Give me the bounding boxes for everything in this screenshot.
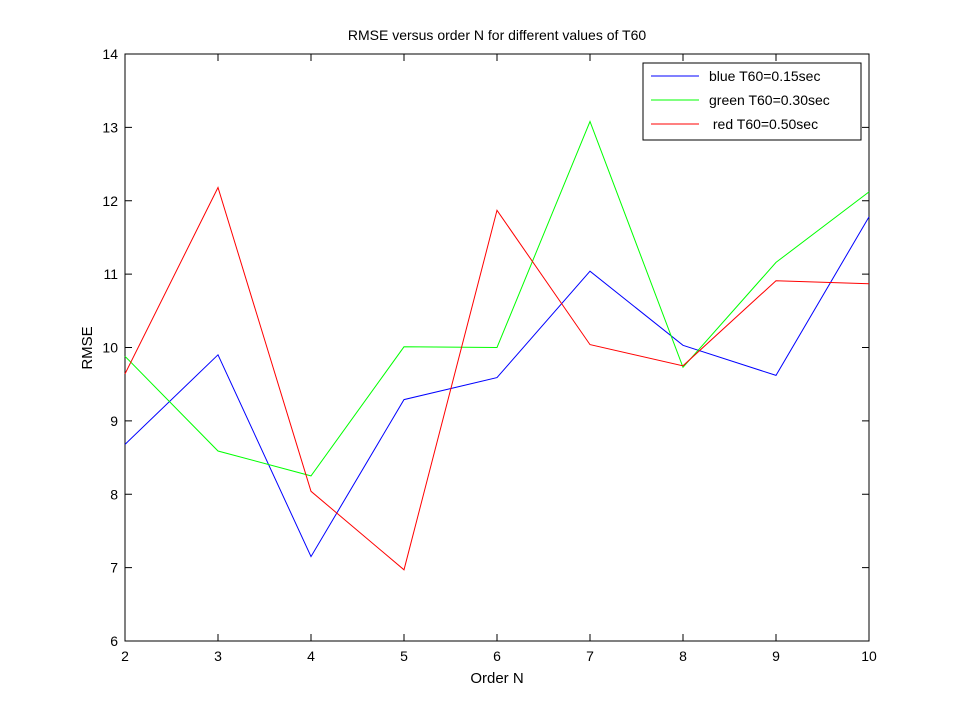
x-tick-label: 2	[121, 648, 129, 664]
x-tick-label: 10	[861, 648, 877, 664]
legend-entry-label: blue T60=0.15sec	[709, 68, 820, 84]
x-tick-label: 7	[586, 648, 594, 664]
x-tick-label: 8	[679, 648, 687, 664]
axis-ticks: 2 3 4 5 6 7 8 9 10 6 7 8 9 10 11 12 13 14	[102, 46, 877, 664]
series-line	[124, 120, 870, 477]
y-tick-label: 11	[103, 266, 118, 282]
y-tick-label: 12	[102, 193, 118, 209]
x-axis-label: Order N	[470, 670, 523, 687]
y-axis-label: RMSE	[79, 326, 96, 369]
legend-entry-label: red T60=0.50sec	[709, 116, 818, 132]
x-tick-label: 6	[493, 648, 501, 664]
x-tick-label: 5	[400, 648, 408, 664]
y-tick-label: 7	[110, 560, 118, 576]
y-tick-label: 10	[102, 340, 118, 356]
x-tick-label: 4	[307, 648, 315, 664]
x-tick-label: 9	[772, 648, 780, 664]
chart-title: RMSE versus order N for different values…	[348, 27, 646, 43]
y-tick-label: 8	[110, 486, 118, 502]
series-line	[124, 186, 870, 571]
legend: blue T60=0.15sec green T60=0.30sec red T6…	[642, 62, 862, 141]
y-tick-label: 13	[102, 119, 118, 135]
series-line	[124, 216, 870, 558]
y-tick-label: 9	[110, 413, 118, 429]
y-tick-label: 14	[102, 46, 118, 62]
y-tick-label: 6	[110, 633, 118, 649]
x-tick-label: 3	[214, 648, 222, 664]
series-lines	[124, 120, 870, 571]
legend-entry-label: green T60=0.30sec	[709, 92, 830, 108]
